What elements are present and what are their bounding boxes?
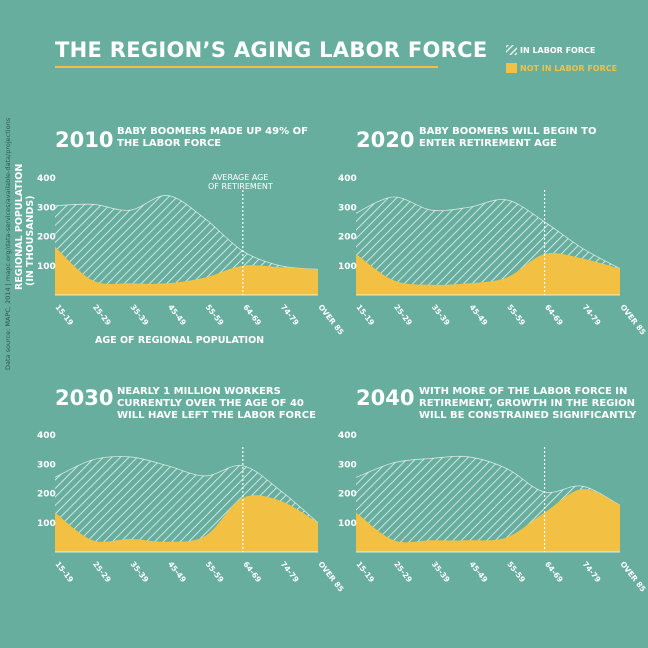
chart-description-2010-line-1: THE LABOR FORCE — [117, 138, 221, 149]
y-tick-label-2020-100: 100 — [338, 262, 357, 272]
chart-description-2040-line-1: RETIREMENT, GROWTH IN THE REGION — [419, 398, 635, 409]
chart-description-2030-line-1: CURRENTLY OVER THE AGE OF 40 — [117, 398, 304, 409]
x-tick-label-2040-0: 15-19 — [354, 560, 376, 584]
legend-in-labor-force-label: IN LABOR FORCE — [520, 46, 596, 55]
data-source-note: Data source: MAPC, 2014 | mapc.org/data-… — [4, 117, 12, 370]
legend-in-labor-force: IN LABOR FORCE — [506, 45, 596, 55]
x-tick-label-2030-3: 45-49 — [166, 560, 188, 584]
x-tick-label-2030-5: 64-69 — [241, 560, 263, 584]
y-tick-label-2010-400: 400 — [37, 174, 56, 184]
area-not-in-labor-force-2030 — [55, 495, 318, 552]
x-tick-label-2020-3: 45-49 — [468, 303, 490, 327]
x-tick-label-2020-2: 35-39 — [430, 303, 452, 327]
x-tick-label-2030-0: 15-19 — [53, 560, 75, 584]
y-tick-label-2020-200: 200 — [338, 233, 357, 243]
line-total-2040 — [355, 455, 621, 506]
x-tick-label-2010-7: OVER 85 — [316, 303, 345, 337]
chart-year-2020: 2020 — [356, 128, 414, 152]
x-tick-label-2020-0: 15-19 — [354, 303, 376, 327]
x-tick-label-2010-2: 35-39 — [129, 303, 151, 327]
chart-description-2010-line-0: BABY BOOMERS MADE UP 49% OF — [117, 126, 308, 137]
area-not-in-labor-force-2040 — [356, 489, 620, 552]
x-tick-label-2010-1: 25-29 — [91, 303, 113, 327]
retirement-label-line2: OF RETIREMENT — [208, 182, 273, 191]
y-tick-label-2030-400: 400 — [37, 431, 56, 441]
page-title: THE REGION’S AGING LABOR FORCE — [55, 38, 488, 62]
line-total-2010 — [54, 195, 319, 270]
area-not-in-labor-force-2010 — [55, 246, 318, 295]
chart-description-2020-line-0: BABY BOOMERS WILL BEGIN TO — [419, 126, 596, 137]
x-tick-label-2010-4: 55-59 — [204, 303, 226, 327]
y-tick-label-2020-400: 400 — [338, 174, 357, 184]
x-axis-label: AGE OF REGIONAL POPULATION — [95, 335, 264, 346]
y-axis-label-units: (IN THOUSANDS) — [25, 195, 36, 286]
hatch-swatch-icon — [506, 45, 517, 55]
legend-not-in-labor-force: NOT IN LABOR FORCE — [506, 63, 618, 73]
x-tick-label-2020-5: 64-69 — [543, 303, 565, 327]
x-tick-label-2030-6: 74-79 — [279, 560, 301, 584]
y-tick-label-2010-200: 200 — [37, 233, 56, 243]
chart-year-2030: 2030 — [55, 386, 113, 410]
chart-year-2040: 2040 — [356, 386, 414, 410]
x-tick-label-2010-3: 45-49 — [166, 303, 188, 327]
x-tick-label-2040-3: 45-49 — [468, 560, 490, 584]
line-total-2030 — [54, 456, 319, 524]
chart-description-2020-line-1: ENTER RETIREMENT AGE — [419, 138, 557, 149]
y-axis-label: REGIONAL POPULATION — [14, 164, 25, 290]
y-tick-label-2030-300: 300 — [37, 460, 56, 470]
y-tick-label-2030-100: 100 — [37, 519, 56, 529]
x-tick-label-2010-6: 74-79 — [279, 303, 301, 327]
chart-description-2030-line-0: NEARLY 1 MILLION WORKERS — [117, 386, 281, 397]
x-tick-label-2020-6: 74-79 — [581, 303, 603, 327]
x-tick-label-2020-7: OVER 85 — [618, 303, 647, 337]
line-total-2020 — [355, 196, 621, 270]
x-tick-label-2040-2: 35-39 — [430, 560, 452, 584]
x-tick-label-2020-4: 55-59 — [505, 303, 527, 327]
title-underline — [55, 66, 438, 68]
y-tick-label-2040-200: 200 — [338, 490, 357, 500]
yellow-swatch-icon — [506, 63, 517, 73]
y-tick-label-2020-300: 300 — [338, 203, 357, 213]
x-tick-label-2030-7: OVER 85 — [316, 560, 345, 594]
x-tick-label-2020-1: 25-29 — [392, 303, 414, 327]
legend-not-in-labor-force-label: NOT IN LABOR FORCE — [520, 64, 618, 73]
x-tick-label-2030-1: 25-29 — [91, 560, 113, 584]
chart-description-2040-line-2: WILL BE CONSTRAINED SIGNIFICANTLY — [419, 410, 637, 421]
retirement-label-line1: AVERAGE AGE — [212, 173, 268, 182]
x-tick-label-2010-0: 15-19 — [53, 303, 75, 327]
x-tick-label-2030-2: 35-39 — [129, 560, 151, 584]
y-tick-label-2030-200: 200 — [37, 490, 56, 500]
chart-description-2030-line-2: WILL HAVE LEFT THE LABOR FORCE — [117, 410, 316, 421]
x-tick-label-2040-7: OVER 85 — [618, 560, 647, 594]
x-tick-label-2040-4: 55-59 — [505, 560, 527, 584]
chart-description-2040-line-0: WITH MORE OF THE LABOR FORCE IN — [419, 386, 627, 397]
x-tick-label-2040-6: 74-79 — [581, 560, 603, 584]
x-tick-label-2010-5: 64-69 — [241, 303, 263, 327]
y-tick-label-2040-300: 300 — [338, 460, 357, 470]
chart-year-2010: 2010 — [55, 128, 113, 152]
x-tick-label-2040-1: 25-29 — [392, 560, 414, 584]
y-tick-label-2040-100: 100 — [338, 519, 357, 529]
y-tick-label-2040-400: 400 — [338, 431, 357, 441]
area-not-in-labor-force-2020 — [356, 253, 620, 295]
x-tick-label-2030-4: 55-59 — [204, 560, 226, 584]
y-tick-label-2010-100: 100 — [37, 262, 56, 272]
x-tick-label-2040-5: 64-69 — [543, 560, 565, 584]
y-tick-label-2010-300: 300 — [37, 203, 56, 213]
